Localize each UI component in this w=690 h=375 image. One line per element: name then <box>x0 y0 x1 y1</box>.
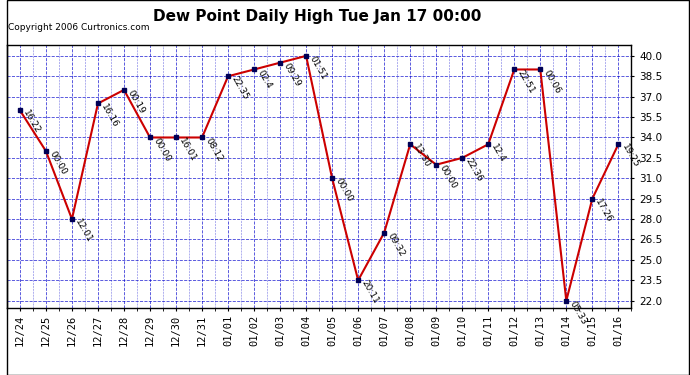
Text: 00:06: 00:06 <box>542 68 562 95</box>
Text: 09:32: 09:32 <box>386 231 406 258</box>
Text: 19:25: 19:25 <box>620 143 640 170</box>
Text: 00:00: 00:00 <box>151 136 172 163</box>
Text: Copyright 2006 Curtronics.com: Copyright 2006 Curtronics.com <box>8 22 150 32</box>
Text: 22:36: 22:36 <box>464 156 484 183</box>
Text: 00:00: 00:00 <box>437 163 458 190</box>
Text: 13:30: 13:30 <box>411 143 433 170</box>
Text: 12:4: 12:4 <box>490 143 507 165</box>
Text: 00:19: 00:19 <box>126 88 146 116</box>
Text: 17:26: 17:26 <box>593 197 614 224</box>
Text: 05:33: 05:33 <box>568 299 589 326</box>
Text: 00:00: 00:00 <box>333 177 354 204</box>
Text: 12:01: 12:01 <box>73 218 94 244</box>
Text: 16:01: 16:01 <box>177 136 198 163</box>
Text: Dew Point Daily High Tue Jan 17 00:00: Dew Point Daily High Tue Jan 17 00:00 <box>153 9 482 24</box>
Text: 01:51: 01:51 <box>308 54 328 81</box>
Text: 16:22: 16:22 <box>21 109 42 136</box>
Text: 22:51: 22:51 <box>515 68 536 95</box>
Text: 02:4: 02:4 <box>255 68 273 90</box>
Text: 16:16: 16:16 <box>99 102 120 129</box>
Text: 08:12: 08:12 <box>204 136 224 163</box>
Text: 22:35: 22:35 <box>230 75 250 102</box>
Text: 09:29: 09:29 <box>282 61 302 88</box>
Text: 20:11: 20:11 <box>359 279 380 306</box>
Text: 00:00: 00:00 <box>48 150 68 177</box>
